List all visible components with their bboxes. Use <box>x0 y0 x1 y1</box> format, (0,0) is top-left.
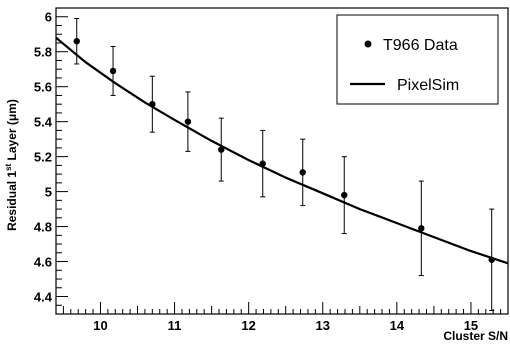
y-tick-label: 6 <box>45 10 52 25</box>
y-axis-title-sup: st <box>4 163 13 170</box>
legend-label-data: T966 Data <box>383 37 458 54</box>
x-axis: 10 11 12 13 14 15 <box>55 302 509 333</box>
series-layer <box>55 17 509 312</box>
y-axis-title: Residual 1st Layer (μm) <box>4 99 19 231</box>
y-tick-label: 4.6 <box>34 255 52 270</box>
data-point <box>73 38 80 45</box>
y-axis-title-prefix: Residual 1 <box>5 171 19 231</box>
data-point <box>341 191 348 199</box>
legend-marker-data <box>364 40 372 48</box>
data-point <box>488 256 495 263</box>
data-point <box>299 169 306 176</box>
x-tick-label: 10 <box>93 318 107 333</box>
data-point <box>184 118 192 125</box>
y-tick-label: 5.8 <box>34 45 52 60</box>
legend-label-sim: PixelSim <box>397 77 459 94</box>
y-axis: 4.4 4.6 4.8 5 5.2 5.4 5.6 5.8 6 <box>34 7 68 315</box>
x-tick-label: 15 <box>464 318 478 333</box>
x-axis-title: Cluster S/N <box>443 329 508 343</box>
y-axis-title-suffix: Layer ( <box>5 121 19 164</box>
x-tick-label: 14 <box>390 318 405 333</box>
data-point <box>259 160 266 167</box>
legend: T966 Data PixelSim <box>336 14 499 105</box>
y-tick-label: 5 <box>45 185 52 200</box>
data-point <box>418 225 425 232</box>
x-tick-label: 13 <box>316 318 330 333</box>
y-tick-label: 4.8 <box>34 220 52 235</box>
y-tick-label: 5.6 <box>34 80 52 95</box>
y-tick-label: 5.2 <box>34 150 52 165</box>
y-axis-title-unit: μm <box>5 103 19 121</box>
y-tick-label: 4.4 <box>34 290 53 305</box>
x-tick-label: 12 <box>241 318 255 333</box>
data-point <box>218 146 225 153</box>
x-tick-label: 11 <box>168 318 182 333</box>
y-axis-title-close: ) <box>5 99 19 103</box>
data-point <box>149 100 156 108</box>
pixelsim-line <box>55 36 509 265</box>
y-tick-label: 5.4 <box>34 115 53 130</box>
data-point <box>109 67 117 75</box>
legend-box <box>336 14 499 105</box>
